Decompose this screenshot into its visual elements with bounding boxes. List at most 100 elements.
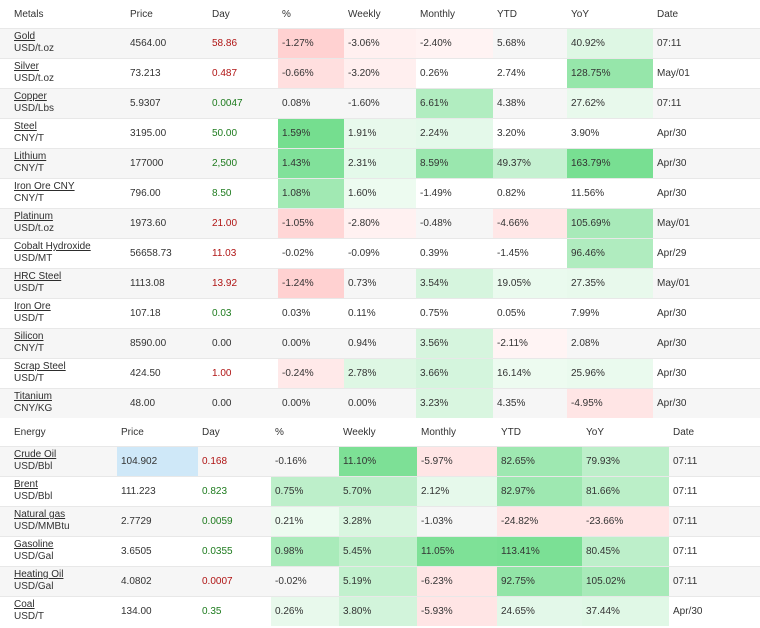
commodity-link[interactable]: Gold bbox=[14, 31, 36, 42]
commodity-link[interactable]: Platinum bbox=[14, 211, 53, 222]
column-header-monthly: Monthly bbox=[416, 0, 493, 28]
commodity-unit: USD/MMBtu bbox=[14, 521, 70, 532]
weekly-cell: 0.73% bbox=[344, 267, 416, 298]
column-header-day: Day bbox=[208, 0, 278, 28]
weekly-cell: 11.10% bbox=[339, 445, 417, 476]
table-row: Lithium CNY/T 177000 2,500 1.43% 2.31% 8.59% 49… bbox=[0, 147, 760, 178]
day-cell: 0.00 bbox=[208, 327, 278, 358]
yoy-cell: -4.95% bbox=[567, 387, 653, 418]
ytd-cell: 82.97% bbox=[497, 475, 582, 506]
commodity-cell: Copper USD/Lbs bbox=[0, 87, 126, 118]
ytd-cell: -1.45% bbox=[493, 237, 567, 268]
ytd-cell: -4.66% bbox=[493, 207, 567, 238]
commodity-link[interactable]: Scrap Steel bbox=[14, 361, 66, 372]
pct-cell: 0.98% bbox=[271, 535, 339, 566]
yoy-cell: 80.45% bbox=[582, 535, 669, 566]
ytd-cell: 0.05% bbox=[493, 297, 567, 328]
column-header-ytd: YTD bbox=[493, 0, 567, 28]
commodity-link[interactable]: Iron Ore CNY bbox=[14, 181, 75, 192]
metals-header-row: Metals Price Day% Weekly Monthly YTD YoY Date bbox=[0, 0, 760, 28]
commodity-link[interactable]: Crude Oil bbox=[14, 449, 57, 460]
commodity-link[interactable]: Steel bbox=[14, 121, 37, 132]
pct-cell: 1.59% bbox=[278, 117, 344, 148]
commodity-cell: Gold USD/t.oz bbox=[0, 27, 126, 58]
price-cell: 3195.00 bbox=[126, 117, 208, 148]
price-cell: 5.9307 bbox=[126, 87, 208, 118]
ytd-cell: 5.68% bbox=[493, 27, 567, 58]
monthly-cell: 2.24% bbox=[416, 117, 493, 148]
day-cell: 0.0047 bbox=[208, 87, 278, 118]
commodity-link[interactable]: Natural gas bbox=[14, 509, 66, 520]
commodity-link[interactable]: Silver bbox=[14, 61, 40, 72]
day-cell: 58.86 bbox=[208, 27, 278, 58]
commodity-unit: USD/Bbl bbox=[14, 461, 53, 472]
weekly-cell: 2.78% bbox=[344, 357, 416, 388]
price-cell: 2.7729 bbox=[117, 505, 198, 536]
date-cell: Apr/30 bbox=[653, 117, 760, 148]
price-cell: 107.18 bbox=[126, 297, 208, 328]
date-cell: May/01 bbox=[653, 57, 760, 88]
commodity-unit: USD/t.oz bbox=[14, 223, 55, 234]
commodity-link[interactable]: Cobalt Hydroxide bbox=[14, 241, 91, 252]
price-cell: 8590.00 bbox=[126, 327, 208, 358]
date-cell: 07:11 bbox=[669, 475, 760, 506]
pct-cell: -0.02% bbox=[271, 565, 339, 596]
commodity-link[interactable]: Titanium bbox=[14, 391, 52, 403]
date-cell: 07:11 bbox=[669, 505, 760, 536]
commodity-unit: CNY/T bbox=[14, 343, 44, 354]
column-header-price: Price bbox=[117, 418, 198, 446]
column-header-price: Price bbox=[126, 0, 208, 28]
commodity-link[interactable]: Iron Ore bbox=[14, 301, 51, 312]
yoy-cell: -23.66% bbox=[582, 505, 669, 536]
commodity-unit: USD/T bbox=[14, 373, 44, 384]
commodity-cell: Titanium CNY/KG bbox=[0, 387, 126, 418]
energy-header-row: Energy Price Day% Weekly Monthly YTD YoY Date bbox=[0, 418, 760, 446]
commodity-cell: Silicon CNY/T bbox=[0, 327, 126, 358]
commodity-cell: Steel CNY/T bbox=[0, 117, 126, 148]
column-header-yoy: YoY bbox=[567, 0, 653, 28]
pct-cell: -0.66% bbox=[278, 57, 344, 88]
commodity-cell: Platinum USD/t.oz bbox=[0, 207, 126, 238]
commodity-link[interactable]: Brent bbox=[14, 479, 38, 490]
day-cell: 0.00 bbox=[208, 387, 278, 418]
commodity-cell: Coal USD/T bbox=[0, 595, 117, 626]
table-row: Iron Ore CNY CNY/T 796.00 8.50 1.08% 1.60% -1.… bbox=[0, 177, 760, 208]
price-cell: 134.00 bbox=[117, 595, 198, 626]
commodity-link[interactable]: Lithium bbox=[14, 151, 47, 162]
commodity-link[interactable]: Copper bbox=[14, 91, 47, 102]
pct-cell: 1.43% bbox=[278, 147, 344, 178]
commodity-link[interactable]: Coal bbox=[14, 599, 35, 611]
pct-cell: -0.16% bbox=[271, 445, 339, 476]
weekly-cell: 3.80% bbox=[339, 595, 417, 626]
monthly-cell: -5.97% bbox=[417, 445, 497, 476]
energy-section: Energy Price Day% Weekly Monthly YTD YoY Date Cr… bbox=[0, 418, 760, 626]
weekly-cell: -0.09% bbox=[344, 237, 416, 268]
yoy-cell: 2.08% bbox=[567, 327, 653, 358]
ytd-cell: 92.75% bbox=[497, 565, 582, 596]
monthly-cell: 0.39% bbox=[416, 237, 493, 268]
table-row: Steel CNY/T 3195.00 50.00 1.59% 1.91% 2.24% 3.2… bbox=[0, 117, 760, 148]
ytd-cell: 82.65% bbox=[497, 445, 582, 476]
commodity-link[interactable]: HRC Steel bbox=[14, 271, 62, 282]
commodity-unit: USD/Gal bbox=[14, 581, 54, 592]
day-cell: 2,500 bbox=[208, 147, 278, 178]
commodity-link[interactable]: Silicon bbox=[14, 331, 44, 342]
price-cell: 1973.60 bbox=[126, 207, 208, 238]
table-row: Gasoline USD/Gal 3.6505 0.0355 0.98% 5.45% 11.… bbox=[0, 535, 760, 566]
commodity-link[interactable]: Heating Oil bbox=[14, 569, 64, 580]
yoy-cell: 37.44% bbox=[582, 595, 669, 626]
yoy-cell: 3.90% bbox=[567, 117, 653, 148]
monthly-cell: 3.23% bbox=[416, 387, 493, 418]
pct-cell: 0.21% bbox=[271, 505, 339, 536]
column-header-weekly: Weekly bbox=[344, 0, 416, 28]
table-row: Brent USD/Bbl 111.223 0.823 0.75% 5.70% 2.12% 8… bbox=[0, 475, 760, 506]
date-cell: Apr/30 bbox=[669, 595, 760, 626]
ytd-cell: -24.82% bbox=[497, 505, 582, 536]
commodity-link[interactable]: Gasoline bbox=[14, 539, 54, 550]
weekly-cell: 1.91% bbox=[344, 117, 416, 148]
weekly-cell: 5.70% bbox=[339, 475, 417, 506]
yoy-cell: 79.93% bbox=[582, 445, 669, 476]
pct-cell: 0.75% bbox=[271, 475, 339, 506]
column-header-date: Date bbox=[669, 418, 760, 446]
price-cell: 4.0802 bbox=[117, 565, 198, 596]
